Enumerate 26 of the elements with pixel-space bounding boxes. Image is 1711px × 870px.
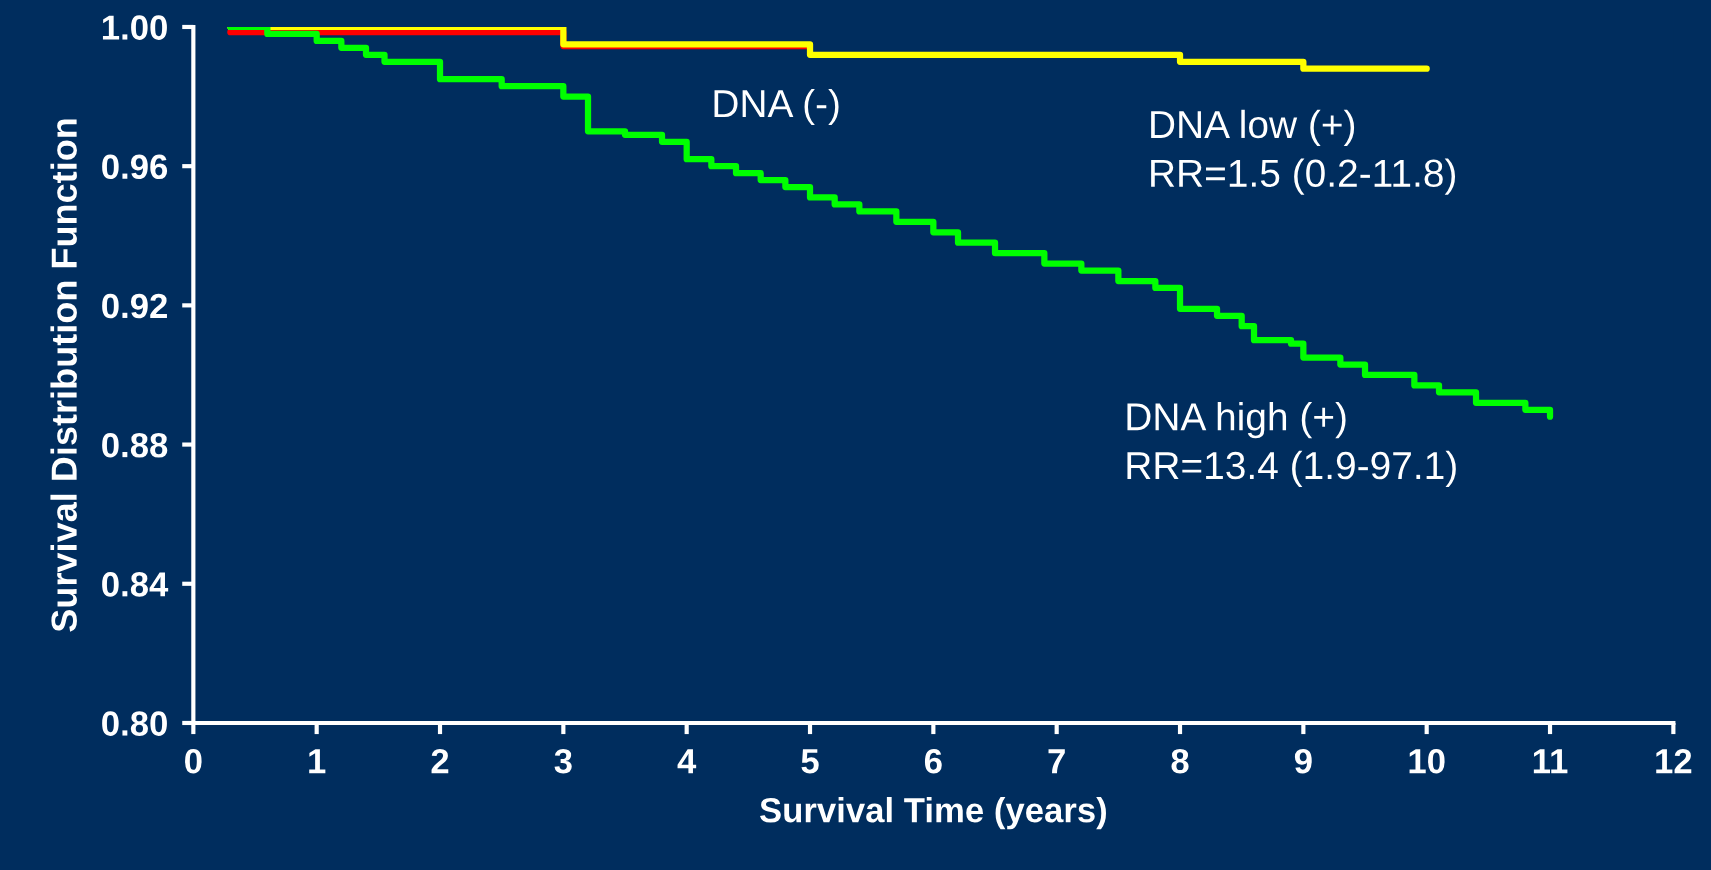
- x-tick-label: 10: [1409, 748, 1445, 774]
- series-label: DNA low (+): [1151, 109, 1355, 146]
- x-tick-label: 0: [185, 748, 202, 774]
- x-tick-label: 1: [309, 749, 326, 774]
- y-tick-label: 0.88: [102, 432, 168, 458]
- x-tick-label: 6: [924, 748, 942, 774]
- y-axis-title: Survival Distribution Function: [50, 119, 77, 632]
- x-tick-label: 4: [677, 749, 697, 774]
- x-tick-label: 7: [1048, 749, 1065, 774]
- annotation: RR=1.5 (0.2-11.8): [1151, 158, 1456, 195]
- x-tick-label: 9: [1294, 748, 1312, 774]
- x-tick-label: 11: [1533, 749, 1568, 774]
- x-axis-title: Survival Time (years): [760, 797, 1106, 830]
- x-tick-label: 2: [431, 748, 449, 774]
- x-tick-label: 8: [1171, 748, 1189, 774]
- x-tick-label: 12: [1656, 748, 1692, 774]
- series-label: DNA (-): [714, 88, 839, 126]
- y-tick-label: 0.84: [102, 572, 169, 597]
- x-tick-label: 5: [801, 749, 819, 774]
- x-tick-label: 3: [554, 748, 572, 774]
- y-tick-label: 0.92: [102, 293, 167, 319]
- y-tick-label: 1.00: [102, 15, 167, 40]
- y-tick-label: 0.96: [102, 154, 168, 180]
- annotation: RR=13.4 (1.9-97.1): [1127, 450, 1456, 488]
- y-tick-label: 0.80: [102, 711, 167, 736]
- series-label: DNA high (+): [1127, 402, 1346, 439]
